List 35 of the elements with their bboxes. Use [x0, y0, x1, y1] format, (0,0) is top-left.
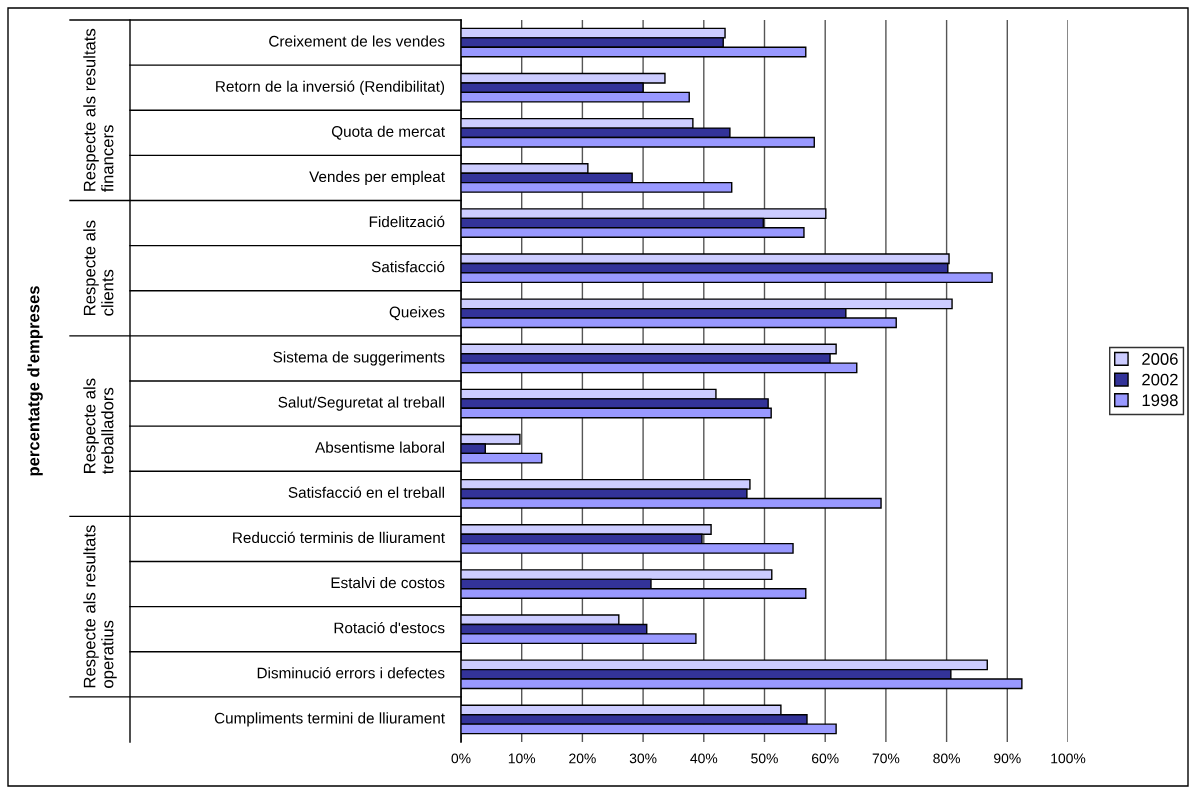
y-tick-label: Retorn de la inversió (Rendibilitat) — [216, 80, 445, 95]
text: Respecte als resultats financers — [83, 28, 114, 192]
y-tick-label: Satisfacció en el treball — [288, 486, 444, 498]
x-tick-label: 30% — [629, 753, 657, 764]
y-tick-label: Vendes per empleat — [309, 170, 445, 186]
x-tick-label: 60% — [812, 753, 839, 764]
y-tick-label: Disminució errors i defectes — [257, 667, 445, 679]
y-tick-label: Quota de mercat — [331, 125, 445, 140]
x-tick-label: 50% — [751, 753, 778, 764]
text: percentatge d'empreses — [27, 286, 43, 476]
y-tick-label: Cumpliments termini de lliurament — [214, 712, 445, 727]
y-tick-label: Queixes — [389, 306, 445, 321]
y-tick-label: Creixement de les vendes — [269, 35, 445, 47]
y-tick-label: Sistema de suggeriments — [273, 351, 445, 366]
x-tick-label: 90% — [994, 753, 1021, 764]
legend-label: 2006 — [1142, 353, 1178, 365]
x-tick-label: 20% — [569, 753, 596, 764]
text: Respecte als treballadors — [83, 378, 114, 475]
y-tick-label: Fidelització — [369, 215, 445, 228]
text: Respecte als clients — [83, 220, 114, 316]
y-tick-label: Absentisme laboral — [315, 441, 444, 453]
x-tick-label: 10% — [508, 753, 536, 764]
x-tick-label: 80% — [933, 753, 961, 764]
x-tick-label: 0% — [451, 753, 471, 764]
y-tick-label: Salut/Seguretat al treball — [278, 396, 444, 411]
x-tick-label: 100% — [1051, 753, 1086, 764]
x-tick-label: 40% — [690, 753, 718, 764]
legend-label: 2002 — [1142, 373, 1178, 386]
x-tick-label: 70% — [872, 753, 900, 764]
y-tick-label: Rotació d'estocs — [334, 621, 445, 634]
legend-label: 1998 — [1142, 394, 1178, 407]
y-tick-label: Satisfacció — [371, 260, 445, 273]
y-tick-label: Estalvi de costos — [331, 576, 445, 589]
y-tick-label: Reducció terminis de lliurament — [233, 531, 445, 544]
text: Respecte als resultats operatius — [83, 525, 117, 688]
